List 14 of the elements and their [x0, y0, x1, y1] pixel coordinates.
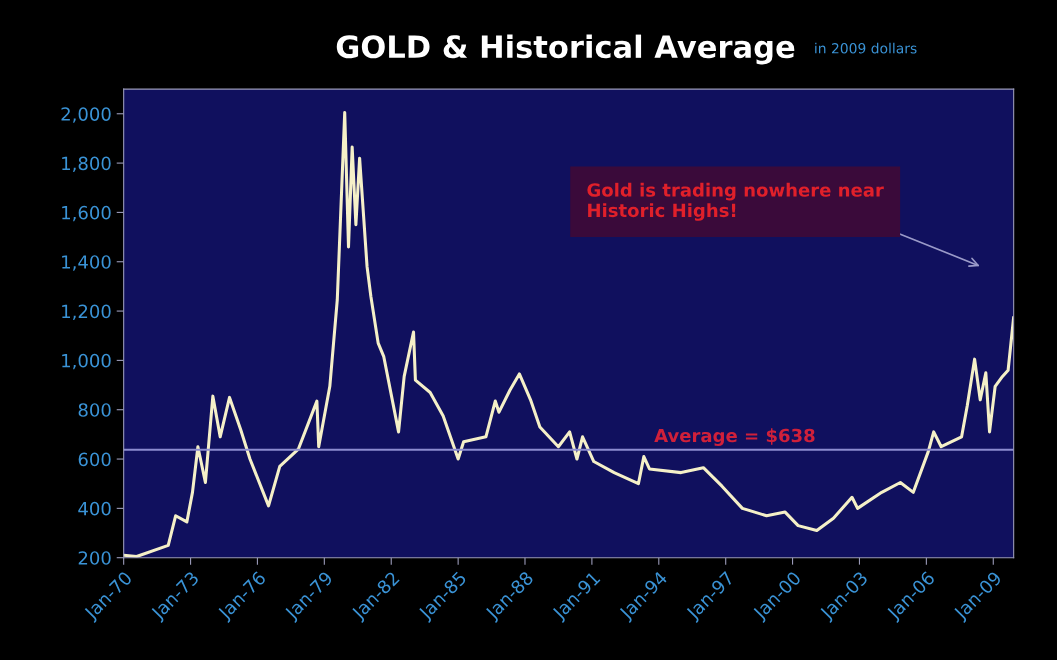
y-tick-label: 800	[78, 403, 111, 417]
y-tick-label: 600	[78, 452, 111, 467]
y-tick-label: 1,400	[62, 255, 111, 271]
y-tick-label: 2,000	[61, 107, 111, 123]
y-tick-label: 1,200	[62, 304, 111, 321]
y-tick-label: 1,000	[62, 353, 111, 370]
y-tick-label: 400	[78, 501, 111, 516]
chart-subtitle: in 2009 dollars	[815, 42, 917, 54]
y-tick-label: 200	[78, 551, 111, 565]
y-tick-label: 1,600	[62, 205, 111, 222]
y-tick-label: 1,800	[62, 156, 111, 173]
ref-line-label: Average = $638	[654, 428, 815, 446]
chart-title: GOLD & Historical Average	[336, 34, 795, 65]
annotation: Gold is trading nowhere near Historic Highs!	[587, 182, 884, 221]
